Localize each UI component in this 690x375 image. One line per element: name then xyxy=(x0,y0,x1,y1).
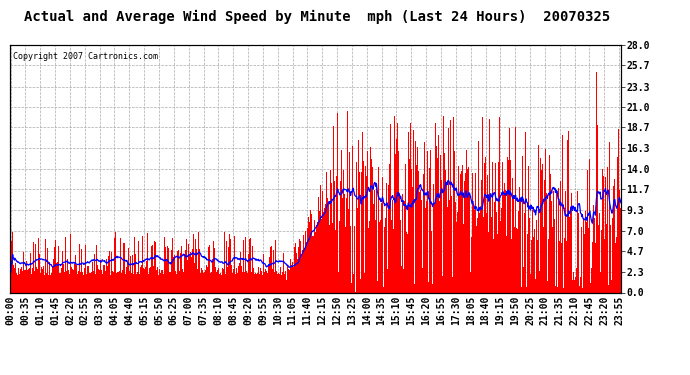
Text: 09:20: 09:20 xyxy=(243,296,253,325)
Text: 18:40: 18:40 xyxy=(480,296,491,325)
Text: 00:00: 00:00 xyxy=(6,296,16,325)
Text: 12:15: 12:15 xyxy=(317,296,327,325)
Text: 01:10: 01:10 xyxy=(35,296,46,325)
Text: 04:40: 04:40 xyxy=(124,296,135,325)
Text: 02:55: 02:55 xyxy=(80,296,90,325)
Text: 21:35: 21:35 xyxy=(555,296,564,325)
Text: 15:45: 15:45 xyxy=(406,296,416,325)
Text: Actual and Average Wind Speed by Minute  mph (Last 24 Hours)  20070325: Actual and Average Wind Speed by Minute … xyxy=(24,9,611,24)
Text: 07:00: 07:00 xyxy=(184,296,194,325)
Text: 19:15: 19:15 xyxy=(495,296,505,325)
Text: 22:45: 22:45 xyxy=(584,296,594,325)
Text: 11:40: 11:40 xyxy=(302,296,313,325)
Text: 16:20: 16:20 xyxy=(421,296,431,325)
Text: 05:15: 05:15 xyxy=(139,296,149,325)
Text: 05:50: 05:50 xyxy=(154,296,164,325)
Text: 22:10: 22:10 xyxy=(569,296,580,325)
Text: 00:35: 00:35 xyxy=(21,296,30,325)
Text: 08:10: 08:10 xyxy=(213,296,224,325)
Text: 16:55: 16:55 xyxy=(436,296,446,325)
Text: 15:10: 15:10 xyxy=(391,296,402,325)
Text: 21:00: 21:00 xyxy=(540,296,550,325)
Text: 06:25: 06:25 xyxy=(169,296,179,325)
Text: 13:25: 13:25 xyxy=(347,296,357,325)
Text: 03:30: 03:30 xyxy=(95,296,105,325)
Text: 04:05: 04:05 xyxy=(110,296,119,325)
Text: 20:25: 20:25 xyxy=(525,296,535,325)
Text: 19:50: 19:50 xyxy=(510,296,520,325)
Text: 09:55: 09:55 xyxy=(258,296,268,325)
Text: 08:45: 08:45 xyxy=(228,296,238,325)
Text: 01:45: 01:45 xyxy=(50,296,60,325)
Text: 11:05: 11:05 xyxy=(288,296,297,325)
Text: 14:35: 14:35 xyxy=(377,296,386,325)
Text: 23:20: 23:20 xyxy=(599,296,609,325)
Text: 17:30: 17:30 xyxy=(451,296,461,325)
Text: 02:20: 02:20 xyxy=(65,296,75,325)
Text: 23:55: 23:55 xyxy=(614,296,624,325)
Text: 14:00: 14:00 xyxy=(362,296,372,325)
Text: 07:35: 07:35 xyxy=(199,296,208,325)
Text: 18:05: 18:05 xyxy=(466,296,475,325)
Text: 12:50: 12:50 xyxy=(332,296,342,325)
Text: 10:30: 10:30 xyxy=(273,296,283,325)
Text: Copyright 2007 Cartronics.com: Copyright 2007 Cartronics.com xyxy=(13,53,159,62)
